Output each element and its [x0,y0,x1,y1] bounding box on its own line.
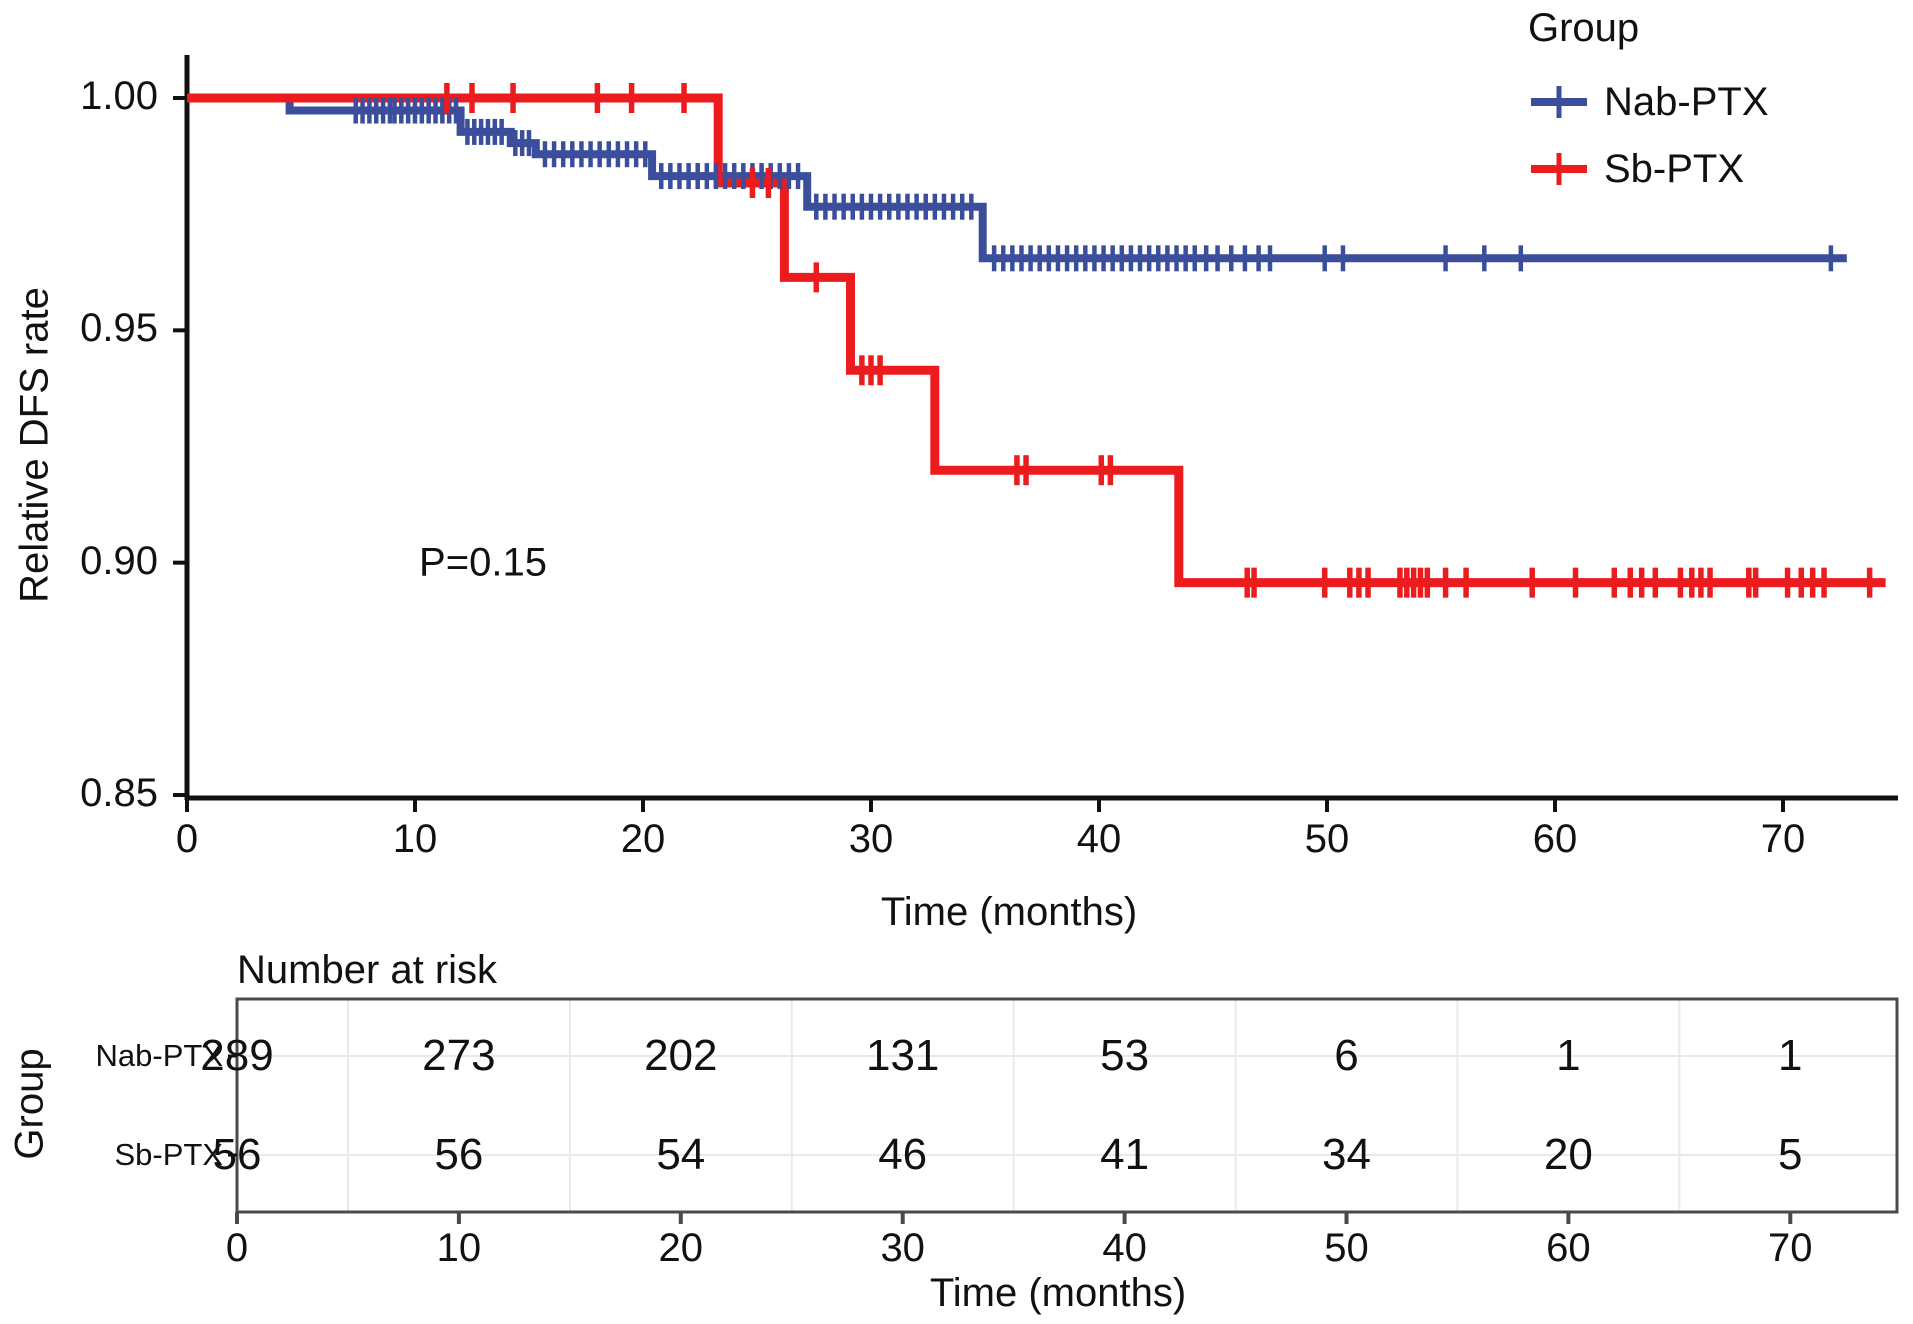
sb-ptx-line-cross-icon [1531,153,1587,185]
y-axis-tick-label: 0.90 [80,538,158,583]
risk-count-value: 5 [1778,1130,1803,1179]
x-axis-tick-label: 10 [392,817,438,861]
risk-count-value: 1 [1778,1031,1803,1080]
risk-table-tick-label: 0 [225,1226,249,1270]
y-axis-tick-label: 0.95 [80,306,158,351]
risk-table-title: Number at risk [237,948,498,992]
risk-count-value: 41 [1100,1130,1150,1179]
y-axis-tick-label: 1.00 [80,74,158,118]
y-axis-tick-label: 0.85 [80,771,158,815]
p-value-annotation: P=0.15 [419,540,547,585]
legend-item-label: Sb-PTX [1604,146,1745,191]
legend-item-label: Nab-PTX [1604,79,1769,124]
x-axis-tick-label: 0 [175,817,199,861]
legend-item-sb-ptx: Sb-PTX [1531,147,1744,191]
risk-count-value: 53 [1100,1031,1150,1080]
risk-count-value: 273 [422,1031,496,1080]
nab-ptx-line-cross-icon [1531,86,1587,118]
x-axis-tick-label: 30 [848,817,894,861]
x-axis-tick-label: 60 [1532,817,1578,861]
risk-count-value: 1 [1556,1031,1581,1080]
risk-row-label: Sb-PTX [114,1137,223,1172]
x-axis-tick-label: 70 [1760,817,1806,861]
x-axis-tick-label: 40 [1076,817,1122,861]
risk-table-tick-label: 20 [658,1226,704,1270]
risk-table-tick-label: 70 [1768,1226,1813,1270]
risk-table-tick-label: 40 [1102,1226,1147,1270]
risk-count-value: 56 [212,1130,262,1179]
risk-table-group-axis-label: Group [7,1048,52,1160]
risk-count-value: 46 [878,1130,928,1179]
legend-title: Group [1528,6,1640,50]
x-axis-title: Time (months) [880,890,1138,934]
risk-count-value: 54 [656,1130,706,1179]
risk-count-value: 131 [865,1031,940,1080]
risk-count-value: 56 [434,1130,484,1179]
legend-item-nab-ptx: Nab-PTX [1531,80,1769,124]
risk-count-value: 34 [1322,1130,1371,1179]
x-axis-tick-label: 20 [620,817,666,861]
risk-table-tick-label: 10 [436,1226,482,1270]
x-axis-tick-label: 50 [1304,817,1350,861]
risk-count-value: 202 [644,1031,718,1080]
risk-table-x-axis-title: Time (months) [929,1271,1187,1315]
risk-table-tick-label: 50 [1324,1226,1369,1270]
risk-count-value: 6 [1334,1031,1359,1080]
risk-count-value: 289 [200,1031,274,1080]
risk-row-label: Nab-PTX [95,1038,223,1073]
risk-count-value: 20 [1543,1130,1593,1179]
risk-table-tick-label: 30 [880,1226,925,1270]
risk-table-tick-label: 60 [1546,1226,1591,1270]
